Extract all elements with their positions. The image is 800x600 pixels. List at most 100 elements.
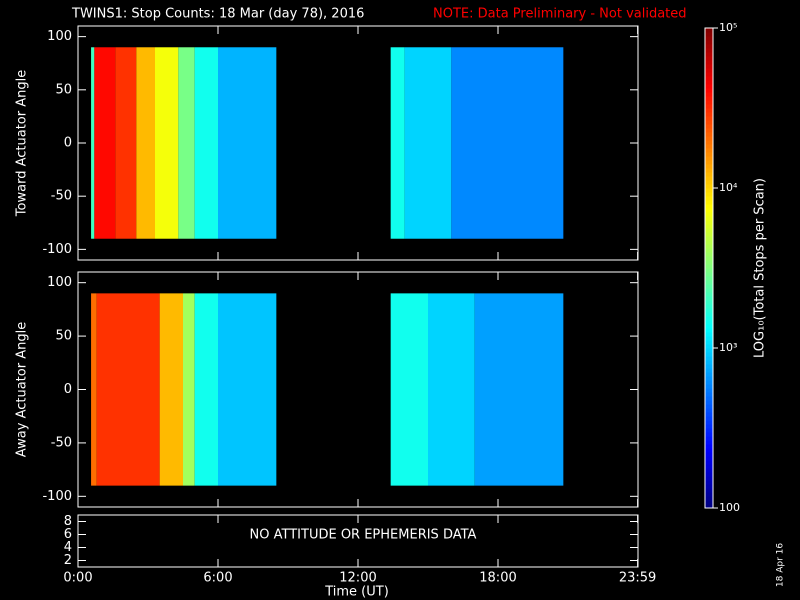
colorbar-swatch bbox=[705, 276, 713, 281]
heat-cell bbox=[194, 47, 218, 239]
colorbar-swatch bbox=[705, 116, 713, 121]
colorbar-label: LOG₁₀(Total Stops per Scan) bbox=[753, 178, 768, 358]
colorbar-swatch bbox=[705, 236, 713, 241]
y-tick-label: 2 bbox=[64, 553, 72, 568]
colorbar-swatch bbox=[705, 172, 713, 177]
colorbar-swatch bbox=[705, 332, 713, 337]
colorbar-swatch bbox=[705, 44, 713, 49]
colorbar-swatch bbox=[705, 212, 713, 217]
colorbar-swatch bbox=[705, 84, 713, 89]
colorbar-swatch bbox=[705, 224, 713, 229]
colorbar-swatch bbox=[705, 76, 713, 81]
colorbar-swatch bbox=[705, 352, 713, 357]
colorbar-swatch bbox=[705, 356, 713, 361]
y-tick-label: 100 bbox=[47, 29, 72, 44]
note: NOTE: Data Preliminary - Not validated bbox=[433, 7, 687, 22]
colorbar-swatch bbox=[705, 136, 713, 141]
colorbar-swatch bbox=[705, 448, 713, 453]
colorbar-swatch bbox=[705, 484, 713, 489]
colorbar-swatch bbox=[705, 100, 713, 105]
date-stamp: 18 Apr 16 bbox=[776, 543, 786, 587]
colorbar-swatch bbox=[705, 32, 713, 37]
colorbar-swatch bbox=[705, 144, 713, 149]
colorbar-swatch bbox=[705, 492, 713, 497]
colorbar-swatch bbox=[705, 152, 713, 157]
colorbar-swatch bbox=[705, 392, 713, 397]
colorbar-swatch bbox=[705, 340, 713, 345]
heat-cell bbox=[404, 47, 452, 239]
x-tick-label: 18:00 bbox=[479, 571, 516, 586]
colorbar-swatch bbox=[705, 428, 713, 433]
colorbar-swatch bbox=[705, 476, 713, 481]
colorbar-swatch bbox=[705, 416, 713, 421]
heat-cell bbox=[94, 47, 116, 239]
colorbar-swatch bbox=[705, 140, 713, 145]
colorbar-swatch bbox=[705, 376, 713, 381]
x-tick-label: 12:00 bbox=[339, 571, 376, 586]
colorbar-swatch bbox=[705, 372, 713, 377]
heat-cell bbox=[159, 293, 183, 486]
colorbar-swatch bbox=[705, 452, 713, 457]
colorbar-swatch bbox=[705, 240, 713, 245]
colorbar-swatch bbox=[705, 92, 713, 97]
heat-cell bbox=[178, 47, 195, 239]
colorbar-swatch bbox=[705, 256, 713, 261]
colorbar-swatch bbox=[705, 232, 713, 237]
colorbar-swatch bbox=[705, 440, 713, 445]
colorbar-swatch bbox=[705, 124, 713, 129]
colorbar-swatch bbox=[705, 56, 713, 61]
heat-cell bbox=[136, 47, 155, 239]
colorbar-swatch bbox=[705, 424, 713, 429]
colorbar-tick-label: 100 bbox=[719, 501, 740, 514]
y-tick-label: -100 bbox=[42, 242, 72, 257]
colorbar-swatch bbox=[705, 208, 713, 213]
colorbar-swatch bbox=[705, 252, 713, 257]
heat-cell bbox=[390, 47, 405, 239]
x-axis-label: Time (UT) bbox=[324, 585, 389, 600]
colorbar-swatch bbox=[705, 384, 713, 389]
colorbar-swatch bbox=[705, 312, 713, 317]
colorbar-swatch bbox=[705, 320, 713, 325]
colorbar-swatch bbox=[705, 200, 713, 205]
colorbar-swatch bbox=[705, 288, 713, 293]
colorbar-swatch bbox=[705, 88, 713, 93]
colorbar-swatch bbox=[705, 420, 713, 425]
y-tick-label: 0 bbox=[64, 382, 72, 397]
colorbar-swatch bbox=[705, 176, 713, 181]
y-tick-label: -100 bbox=[42, 489, 72, 504]
colorbar-swatch bbox=[705, 328, 713, 333]
colorbar-swatch bbox=[705, 80, 713, 85]
colorbar-swatch bbox=[705, 248, 713, 253]
colorbar-tick-label: 10⁴ bbox=[719, 181, 738, 194]
colorbar-swatch bbox=[705, 120, 713, 125]
colorbar-swatch bbox=[705, 40, 713, 45]
colorbar-swatch bbox=[705, 96, 713, 101]
heat-cell bbox=[474, 293, 564, 486]
colorbar-swatch bbox=[705, 180, 713, 185]
colorbar-swatch bbox=[705, 460, 713, 465]
y-axis-label: Toward Actuator Angle bbox=[15, 70, 30, 217]
colorbar-swatch bbox=[705, 380, 713, 385]
colorbar-swatch bbox=[705, 404, 713, 409]
colorbar-swatch bbox=[705, 108, 713, 113]
colorbar-swatch bbox=[705, 408, 713, 413]
colorbar-swatch bbox=[705, 260, 713, 265]
colorbar-swatch bbox=[705, 296, 713, 301]
heat-cell bbox=[115, 47, 137, 239]
colorbar-swatch bbox=[705, 268, 713, 273]
y-tick-label: 8 bbox=[64, 514, 72, 529]
colorbar-swatch bbox=[705, 196, 713, 201]
colorbar-swatch bbox=[705, 504, 713, 509]
colorbar-swatch bbox=[705, 388, 713, 393]
colorbar-swatch bbox=[705, 64, 713, 69]
colorbar-swatch bbox=[705, 264, 713, 269]
colorbar-swatch bbox=[705, 316, 713, 321]
colorbar-swatch bbox=[705, 72, 713, 77]
heat-cell bbox=[218, 293, 277, 486]
colorbar-swatch bbox=[705, 324, 713, 329]
y-tick-label: 6 bbox=[64, 527, 72, 542]
colorbar-swatch bbox=[705, 68, 713, 73]
colorbar-swatch bbox=[705, 216, 713, 221]
